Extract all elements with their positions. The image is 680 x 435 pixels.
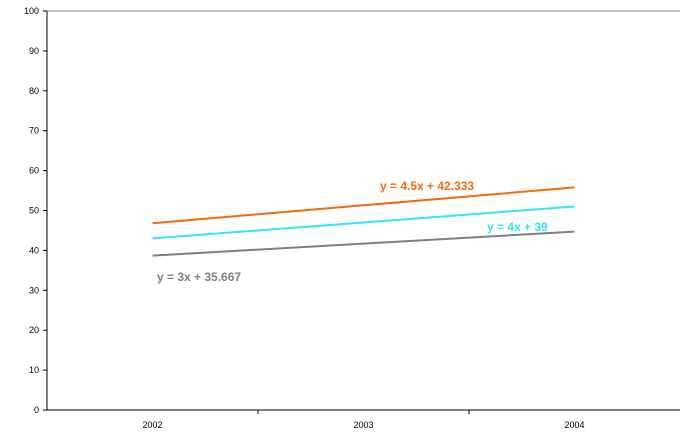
y-tick-label: 90 [29, 46, 39, 56]
series-line [152, 186, 575, 225]
series-line [152, 230, 575, 257]
trendline-equation-label: y = 3x + 35.667 [157, 270, 241, 284]
y-tick-label: 100 [24, 6, 39, 16]
y-tick-label: 20 [29, 325, 39, 335]
y-tick-label: 60 [29, 166, 39, 176]
y-tick-label: 0 [34, 405, 39, 415]
series-lines [152, 186, 575, 257]
x-axis-ticks: 2002 2003 2004 [142, 410, 585, 430]
y-tick-label: 30 [29, 285, 39, 295]
x-tick-label: 2002 [142, 420, 162, 430]
y-tick-label: 70 [29, 126, 39, 136]
trendline-equation-label: y = 4x + 39 [487, 220, 548, 234]
axes [46, 10, 680, 411]
y-axis-ticks: 0 10 20 30 40 50 60 70 80 90 100 [24, 6, 47, 415]
trendline-equation-label: y = 4.5x + 42.333 [380, 179, 474, 193]
y-tick-label: 50 [29, 206, 39, 216]
y-tick-label: 40 [29, 245, 39, 255]
y-tick-label: 80 [29, 86, 39, 96]
y-tick-label: 10 [29, 365, 39, 375]
equation-labels: y = 4.5x + 42.333 y = 4x + 39 y = 3x + 35.… [157, 179, 548, 284]
series-line [152, 205, 575, 240]
x-tick-label: 2004 [564, 420, 584, 430]
x-tick-label: 2003 [353, 420, 373, 430]
